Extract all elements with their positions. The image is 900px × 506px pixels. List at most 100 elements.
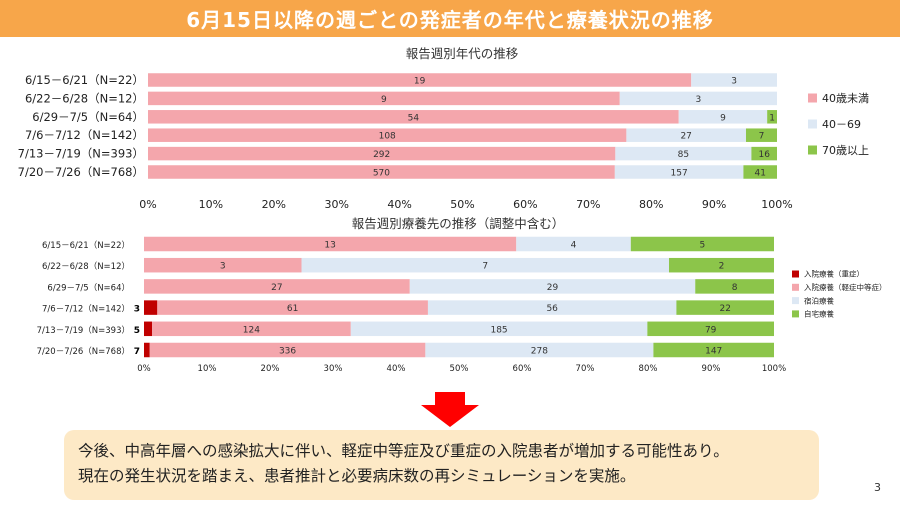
data-label: 7 xyxy=(482,262,488,272)
x-tick-label: 50% xyxy=(450,198,474,211)
data-label: 27 xyxy=(680,132,691,142)
bar-segment xyxy=(148,91,620,106)
x-tick-label: 30% xyxy=(324,198,348,211)
legend-swatch xyxy=(792,270,799,278)
category-label: 7/20－7/26（N=768） xyxy=(18,165,144,179)
bar-segment xyxy=(676,300,774,315)
category-label: 7/6－7/12（N=142） xyxy=(42,304,130,315)
x-tick-label: 100% xyxy=(761,198,792,211)
legend-swatch xyxy=(808,145,817,155)
bar-segment xyxy=(425,342,654,358)
x-tick-label: 60% xyxy=(513,198,537,211)
bar-segment xyxy=(148,165,615,179)
bar-segment xyxy=(148,146,616,161)
bar-segment xyxy=(148,128,627,142)
summary-line-1: 今後、中高年層への感染拡大に伴い、軽症中等症及び重症の入院患者が増加する可能性あ… xyxy=(78,442,729,460)
x-tick-label: 100% xyxy=(762,364,786,374)
chart-title-1: 報告週別年代の推移 xyxy=(406,46,519,61)
bar-segment xyxy=(691,73,777,87)
bar-segment xyxy=(751,146,777,161)
data-label: 79 xyxy=(705,325,717,335)
bar-segment xyxy=(144,236,517,252)
data-label: 16 xyxy=(758,150,770,160)
x-tick-label: 90% xyxy=(702,364,721,374)
data-label: 54 xyxy=(408,113,420,123)
data-label: 8 xyxy=(732,283,738,293)
category-label: 6/22－6/28（N=12） xyxy=(25,91,144,105)
x-tick-label: 70% xyxy=(576,364,595,374)
data-label: 278 xyxy=(531,347,548,357)
legend-label: 入院療養（軽症中等症） xyxy=(804,282,887,292)
bar-segment xyxy=(653,342,774,358)
summary-line-2: 現在の発生状況を踏まえ、患者推計と必要病床数の再シミュレーションを実施。 xyxy=(78,467,636,485)
x-tick-label: 20% xyxy=(261,364,280,374)
category-label: 6/29－7/5（N=64） xyxy=(47,282,130,293)
category-label: 7/20－7/26（N=768） xyxy=(37,346,130,357)
legend-label: 40歳未満 xyxy=(822,92,869,105)
category-label: 6/15－6/21（N=22） xyxy=(25,73,144,87)
category-label: 7/13－7/19（N=393） xyxy=(18,147,144,161)
bar-segment xyxy=(157,300,428,315)
category-label: 7/6－7/12（N=142） xyxy=(25,128,144,142)
data-label: 3 xyxy=(134,305,140,315)
charts-area: 報告週別年代の推移 6/15－6/21（N=22） 1 9 3 6/22－6/28（N=1… xyxy=(18,46,887,374)
data-label: 9 xyxy=(381,95,387,105)
data-label: 570 xyxy=(373,169,390,179)
data-label: 22 xyxy=(719,304,730,314)
x-tick-label: 70% xyxy=(576,198,600,211)
x-tick-label: 80% xyxy=(639,198,663,211)
data-label: 61 xyxy=(287,304,298,314)
legend-swatch xyxy=(808,93,817,103)
data-label: 108 xyxy=(379,132,396,142)
legend-swatch xyxy=(792,297,799,305)
legend-label: 入院療養（重症） xyxy=(804,269,864,279)
category-label: 6/29－7/5（N=64） xyxy=(32,110,144,124)
x-tick-label: 40% xyxy=(387,364,406,374)
bar-segment xyxy=(148,110,679,124)
data-label: 41 xyxy=(754,169,765,179)
data-label: 85 xyxy=(678,150,689,160)
bar-segment xyxy=(144,257,302,273)
bar-segment xyxy=(647,321,774,337)
data-label: 3 xyxy=(696,95,702,105)
data-label: 1 xyxy=(769,113,775,123)
legend-label: 40－69 xyxy=(822,118,861,131)
chart-title-2: 報告週別療養先の推移（調整中含む） xyxy=(352,216,565,231)
bar-segment xyxy=(144,300,158,315)
legend-label: 宿泊療養 xyxy=(804,295,834,305)
summary-box: 今後、中高年層への感染拡大に伴い、軽症中等症及び重症の入院患者が増加する可能性あ… xyxy=(64,430,819,500)
data-label: 13 xyxy=(324,241,335,251)
x-tick-label: 20% xyxy=(262,198,286,211)
bar-segment xyxy=(630,236,774,252)
data-label: 7 xyxy=(134,347,140,357)
category-label: 7/13－7/19（N=393） xyxy=(37,325,130,336)
data-label: 124 xyxy=(243,325,260,335)
bar-segment xyxy=(409,279,696,294)
data-label: 5 xyxy=(700,241,706,251)
legend-label: 自宅療養 xyxy=(804,309,834,319)
x-tick-label: 80% xyxy=(639,364,658,374)
legend-label: 70歳以上 xyxy=(822,144,869,157)
bar-segment xyxy=(427,300,677,315)
data-label: 3 xyxy=(731,77,737,87)
data-label: 56 xyxy=(546,304,558,314)
bar-segment xyxy=(615,146,752,161)
bar-segment xyxy=(626,128,746,142)
data-label: 185 xyxy=(490,325,507,335)
data-label: 336 xyxy=(279,347,296,357)
bar-segment xyxy=(767,110,777,124)
data-label: 7 xyxy=(759,132,765,142)
x-tick-label: 0% xyxy=(139,198,156,211)
bar-segment xyxy=(695,279,774,294)
data-label: 4 xyxy=(571,241,577,251)
bar-segment xyxy=(678,110,768,124)
data-label: 27 xyxy=(271,283,282,293)
bar-segment xyxy=(669,257,774,273)
legend-swatch xyxy=(808,119,817,129)
category-label: 6/15－6/21（N=22） xyxy=(42,240,130,251)
x-tick-label: 40% xyxy=(387,198,411,211)
bar-segment xyxy=(619,91,777,106)
x-tick-label: 30% xyxy=(324,364,343,374)
bar-segment xyxy=(743,165,777,179)
data-label: 2 xyxy=(719,262,725,272)
